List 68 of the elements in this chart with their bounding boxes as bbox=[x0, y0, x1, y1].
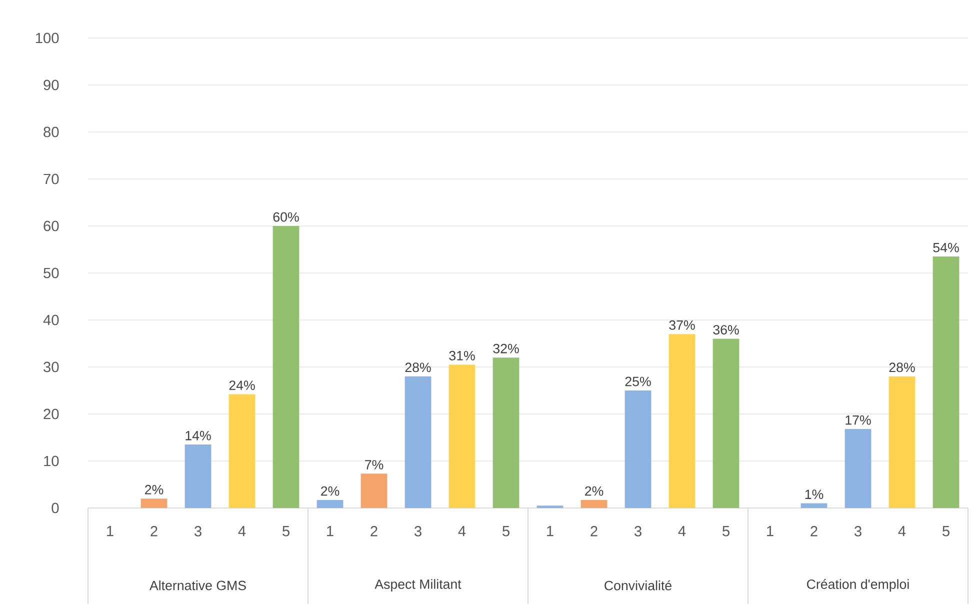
y-tick-label: 0 bbox=[52, 502, 59, 514]
data-label: 7% bbox=[365, 460, 384, 470]
bar bbox=[448, 364, 476, 508]
bar bbox=[844, 429, 872, 508]
x-tick-label: Convivialité bbox=[604, 580, 672, 590]
text: 5 bbox=[502, 526, 510, 536]
text: 1 bbox=[767, 526, 774, 536]
x-tick-label: Alternative GMS bbox=[149, 580, 246, 590]
data-label: 2% bbox=[585, 486, 604, 496]
bar bbox=[272, 226, 300, 508]
text: 3 bbox=[854, 526, 862, 536]
text: 5 bbox=[722, 526, 730, 536]
bar bbox=[888, 376, 916, 508]
data-label: 28% bbox=[405, 362, 431, 372]
text: 4 bbox=[458, 526, 466, 536]
bar bbox=[624, 390, 652, 508]
data-label: 37% bbox=[669, 320, 695, 330]
data-label: 60% bbox=[273, 212, 299, 222]
text: 2 bbox=[590, 526, 598, 536]
data-label: 1% bbox=[805, 490, 824, 500]
text: 1 bbox=[547, 526, 554, 536]
x-tick-label: Création d'emploi bbox=[807, 579, 909, 592]
series-label: 2 bbox=[150, 526, 158, 536]
text: 4 bbox=[678, 526, 686, 536]
bar bbox=[492, 358, 520, 508]
bar bbox=[932, 256, 960, 508]
data-label: 25% bbox=[625, 376, 651, 386]
bar bbox=[404, 376, 432, 508]
y-tick-label: 100 bbox=[36, 32, 59, 44]
y-tick-label: 80 bbox=[44, 126, 59, 138]
text: 2 bbox=[370, 526, 378, 536]
text: 3 bbox=[634, 526, 642, 536]
y-tick-label: 30 bbox=[44, 362, 59, 372]
data-label: 32% bbox=[493, 344, 519, 354]
data-label: 17% bbox=[846, 415, 871, 425]
y-tick-label: 60 bbox=[44, 220, 59, 232]
bar bbox=[360, 474, 388, 508]
bar bbox=[712, 338, 740, 508]
bar bbox=[580, 500, 608, 508]
text: 1 bbox=[107, 526, 114, 536]
text: 4 bbox=[898, 526, 906, 536]
y-tick-label: 10 bbox=[44, 456, 59, 466]
series-label: 4 bbox=[238, 526, 246, 536]
y-tick-label: 90 bbox=[44, 80, 59, 90]
series-label: 1 bbox=[327, 526, 334, 536]
x-tick-label: Aspect Militant bbox=[374, 579, 462, 592]
bar bbox=[668, 334, 696, 508]
y-tick-label: 40 bbox=[43, 314, 59, 326]
data-label: 36% bbox=[713, 325, 739, 335]
bar bbox=[228, 394, 256, 508]
data-label: 28% bbox=[889, 362, 915, 372]
bar bbox=[184, 444, 212, 508]
text: 2 bbox=[810, 526, 818, 536]
data-label: 2% bbox=[321, 486, 340, 496]
series-label: 5 bbox=[282, 526, 290, 536]
bar bbox=[316, 500, 344, 508]
series-label: 3 bbox=[194, 526, 202, 536]
data-label: 31% bbox=[449, 350, 475, 360]
text: 5 bbox=[942, 526, 950, 536]
data-label: 54% bbox=[933, 242, 959, 252]
data-label: 24% bbox=[229, 380, 255, 390]
bar bbox=[140, 498, 168, 508]
y-tick-label: 50 bbox=[44, 268, 59, 278]
y-tick-label: 70 bbox=[44, 174, 59, 184]
data-label: 2% bbox=[145, 484, 164, 494]
y-tick-label: 20 bbox=[44, 408, 59, 420]
data-label: 14% bbox=[186, 430, 211, 440]
text: 3 bbox=[414, 526, 422, 536]
